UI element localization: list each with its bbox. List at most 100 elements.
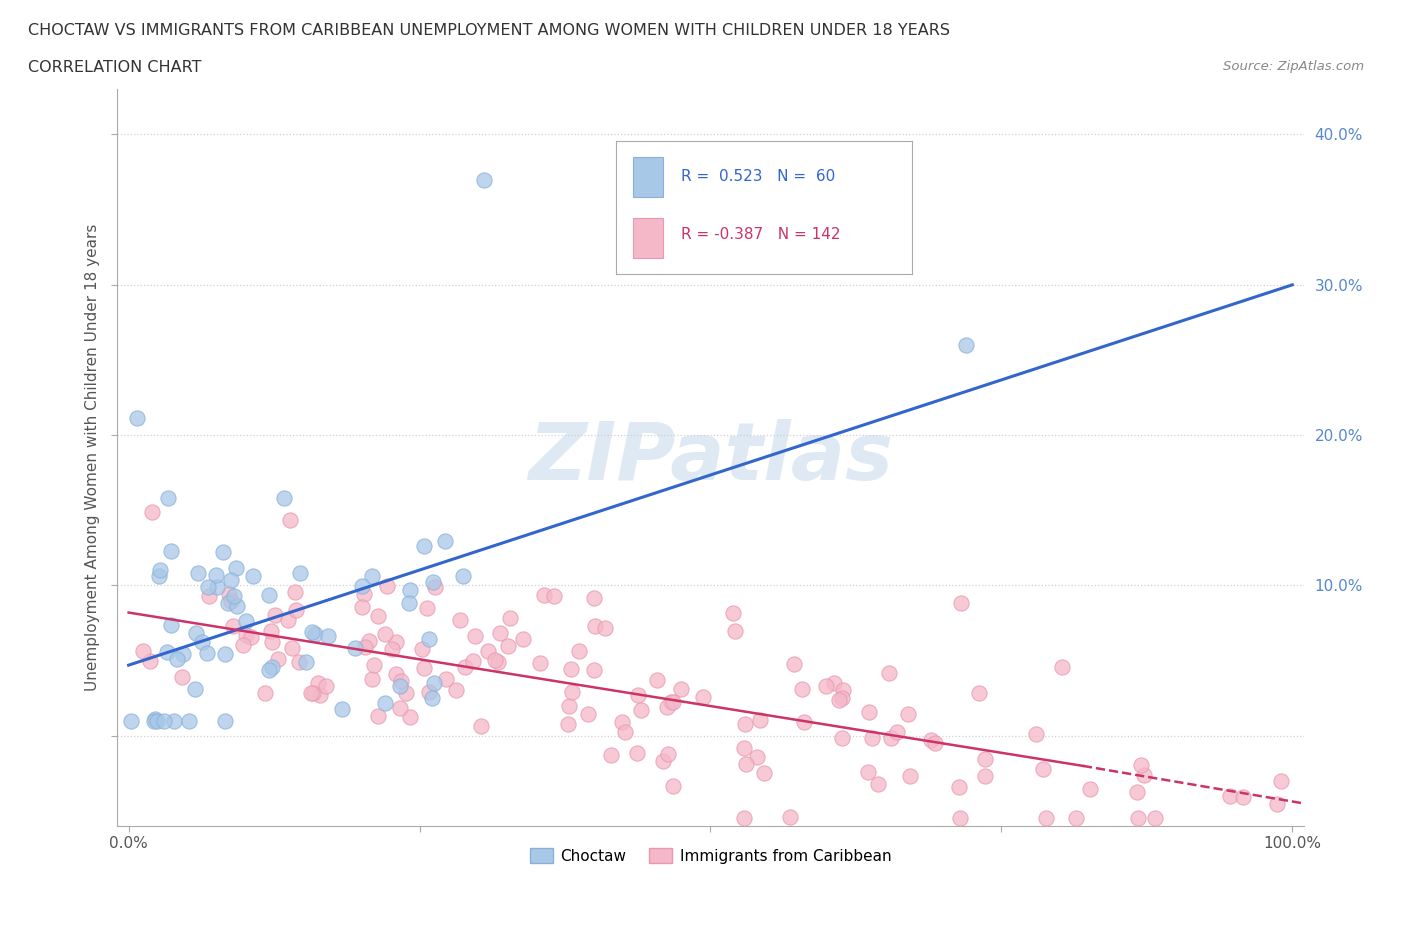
Point [361, 671, 384, 686]
Point [422, 575, 444, 590]
Point [828, 693, 851, 708]
Point [974, 769, 997, 784]
Point [219, 594, 242, 609]
Point [600, 748, 623, 763]
Point [560, 661, 582, 676]
Point [159, 618, 181, 632]
Point [214, 646, 236, 661]
Point [733, 740, 755, 755]
Point [143, 713, 166, 728]
Point [132, 644, 155, 658]
Point [967, 685, 990, 700]
Point [389, 674, 412, 689]
Point [593, 621, 616, 636]
Point [260, 659, 283, 674]
Point [1270, 773, 1292, 788]
Point [529, 656, 551, 671]
Point [217, 595, 239, 610]
Text: Source: ZipAtlas.com: Source: ZipAtlas.com [1223, 60, 1364, 73]
Point [831, 731, 853, 746]
Point [146, 713, 169, 728]
Point [385, 634, 408, 649]
Point [1050, 660, 1073, 675]
Point [287, 654, 309, 669]
Point [645, 672, 668, 687]
Point [398, 582, 420, 597]
Point [1265, 796, 1288, 811]
Point [434, 671, 457, 686]
Point [186, 625, 208, 640]
Point [444, 683, 467, 698]
Point [486, 654, 509, 669]
Point [412, 661, 434, 676]
Point [1064, 811, 1087, 826]
Point [160, 543, 183, 558]
Point [496, 639, 519, 654]
Point [561, 684, 583, 699]
Point [454, 659, 477, 674]
Point [879, 666, 901, 681]
Point [214, 713, 236, 728]
Point [568, 643, 591, 658]
Point [434, 534, 457, 549]
Point [754, 765, 776, 780]
Point [381, 641, 404, 656]
Point [543, 589, 565, 604]
Point [1035, 811, 1057, 826]
Point [120, 713, 142, 728]
Point [1025, 726, 1047, 741]
Point [205, 580, 228, 595]
Point [352, 600, 374, 615]
Point [583, 591, 606, 605]
Point [301, 685, 323, 700]
Point [783, 657, 806, 671]
Point [423, 675, 446, 690]
Point [226, 599, 249, 614]
Point [669, 682, 692, 697]
Point [418, 685, 440, 700]
Point [657, 699, 679, 714]
Point [583, 618, 606, 633]
Point [512, 631, 534, 646]
Point [858, 764, 880, 779]
Point [197, 579, 219, 594]
Point [413, 538, 436, 553]
Point [1144, 811, 1167, 826]
Point [184, 682, 207, 697]
Point [657, 747, 679, 762]
Point [659, 695, 682, 710]
Point [627, 687, 650, 702]
Point [898, 769, 921, 784]
Point [367, 709, 389, 724]
Point [172, 670, 194, 684]
Point [354, 640, 377, 655]
Point [212, 545, 235, 560]
Point [253, 685, 276, 700]
Point [733, 811, 755, 826]
Point [219, 572, 242, 587]
Point [148, 569, 170, 584]
Point [974, 751, 997, 766]
Point [304, 627, 326, 642]
Point [288, 565, 311, 580]
Point [1219, 789, 1241, 804]
Point [1232, 790, 1254, 804]
Point [198, 589, 221, 604]
Point [343, 641, 366, 656]
Point [858, 704, 880, 719]
Point [449, 613, 471, 628]
Point [464, 629, 486, 644]
Point [357, 634, 380, 649]
Point [373, 696, 395, 711]
Point [484, 653, 506, 668]
Point [225, 560, 247, 575]
Point [831, 691, 853, 706]
Point [451, 569, 474, 584]
Point [411, 641, 433, 656]
Point [793, 715, 815, 730]
Point [267, 652, 290, 667]
Point [239, 630, 262, 644]
Point [277, 613, 299, 628]
Point [831, 683, 853, 698]
Point [420, 691, 443, 706]
